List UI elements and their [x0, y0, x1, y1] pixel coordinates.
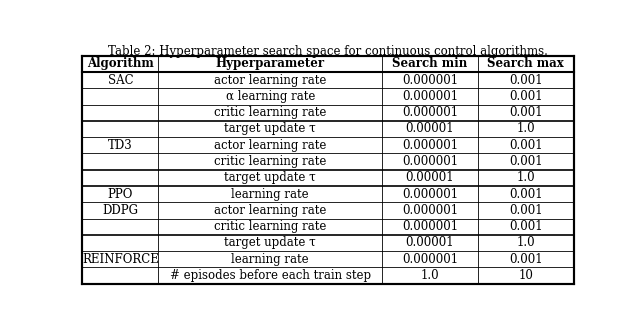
Text: Search max: Search max [488, 57, 564, 70]
Text: critic learning rate: critic learning rate [214, 220, 326, 233]
Text: target update τ: target update τ [225, 171, 316, 184]
Text: critic learning rate: critic learning rate [214, 155, 326, 168]
Text: learning rate: learning rate [232, 253, 309, 266]
Text: critic learning rate: critic learning rate [214, 106, 326, 119]
Text: Algorithm: Algorithm [87, 57, 154, 70]
Text: 0.001: 0.001 [509, 188, 543, 201]
Text: DDPG: DDPG [102, 204, 138, 217]
Text: SAC: SAC [108, 74, 133, 87]
Text: actor learning rate: actor learning rate [214, 139, 326, 152]
Text: target update τ: target update τ [225, 122, 316, 135]
Text: 0.001: 0.001 [509, 204, 543, 217]
Text: 0.001: 0.001 [509, 155, 543, 168]
Text: 0.001: 0.001 [509, 139, 543, 152]
Text: 1.0: 1.0 [420, 269, 439, 282]
Text: 0.001: 0.001 [509, 253, 543, 266]
Text: 0.001: 0.001 [509, 90, 543, 103]
Text: 1.0: 1.0 [516, 236, 535, 249]
Text: actor learning rate: actor learning rate [214, 204, 326, 217]
Text: learning rate: learning rate [232, 188, 309, 201]
Text: Hyperparameter: Hyperparameter [216, 57, 325, 70]
Text: 0.000001: 0.000001 [402, 106, 458, 119]
Text: 0.000001: 0.000001 [402, 139, 458, 152]
Text: α learning rate: α learning rate [225, 90, 315, 103]
Text: 0.000001: 0.000001 [402, 188, 458, 201]
Text: target update τ: target update τ [225, 236, 316, 249]
Text: TD3: TD3 [108, 139, 132, 152]
Text: REINFORCE: REINFORCE [82, 253, 159, 266]
Text: 0.000001: 0.000001 [402, 204, 458, 217]
Text: 0.000001: 0.000001 [402, 74, 458, 87]
Text: 0.000001: 0.000001 [402, 155, 458, 168]
Text: actor learning rate: actor learning rate [214, 74, 326, 87]
Text: 1.0: 1.0 [516, 171, 535, 184]
Text: 0.000001: 0.000001 [402, 253, 458, 266]
Text: # episodes before each train step: # episodes before each train step [170, 269, 371, 282]
Text: 0.00001: 0.00001 [406, 236, 454, 249]
Text: 10: 10 [518, 269, 533, 282]
Text: 0.000001: 0.000001 [402, 90, 458, 103]
Text: 1.0: 1.0 [516, 122, 535, 135]
Text: Search min: Search min [392, 57, 468, 70]
Text: 0.00001: 0.00001 [406, 122, 454, 135]
Text: 0.001: 0.001 [509, 74, 543, 87]
Text: Table 2: Hyperparameter search space for continuous control algorithms.: Table 2: Hyperparameter search space for… [108, 45, 548, 58]
Text: 0.001: 0.001 [509, 106, 543, 119]
Text: 0.001: 0.001 [509, 220, 543, 233]
Text: 0.00001: 0.00001 [406, 171, 454, 184]
Text: PPO: PPO [108, 188, 133, 201]
Text: 0.000001: 0.000001 [402, 220, 458, 233]
